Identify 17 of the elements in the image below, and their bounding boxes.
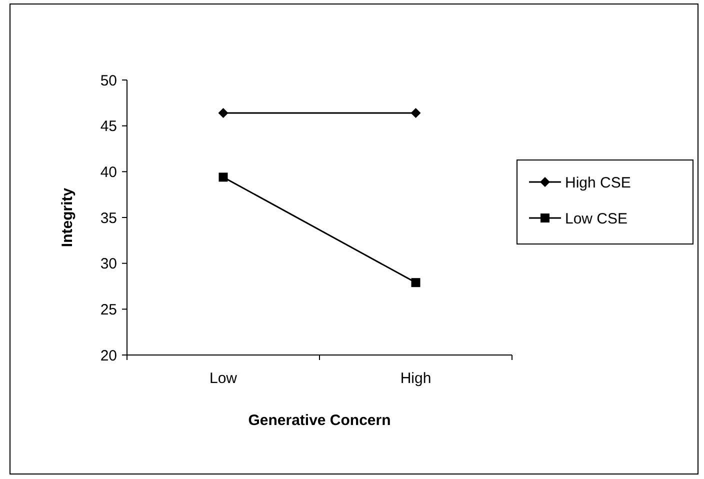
point [218, 172, 228, 182]
x-tick-label: Low [209, 370, 238, 387]
x-tick-label: High [400, 370, 432, 387]
y-tick-label: 35 [100, 210, 117, 227]
point [410, 108, 421, 118]
x-axis-title: Generative Concern [248, 412, 391, 429]
legend-label: Low CSE [565, 210, 628, 228]
y-tick-label: 40 [100, 164, 117, 181]
y-tick-label: 50 [100, 72, 117, 90]
point [218, 108, 228, 118]
y-tick-label: 45 [100, 118, 117, 136]
y-axis-title: Integrity [59, 187, 76, 248]
legend-label: High CSE [565, 174, 631, 192]
y-tick-label: 20 [100, 347, 117, 364]
point [411, 278, 420, 288]
y-tick-label: 25 [100, 301, 117, 318]
y-tick-label: 30 [100, 256, 117, 273]
